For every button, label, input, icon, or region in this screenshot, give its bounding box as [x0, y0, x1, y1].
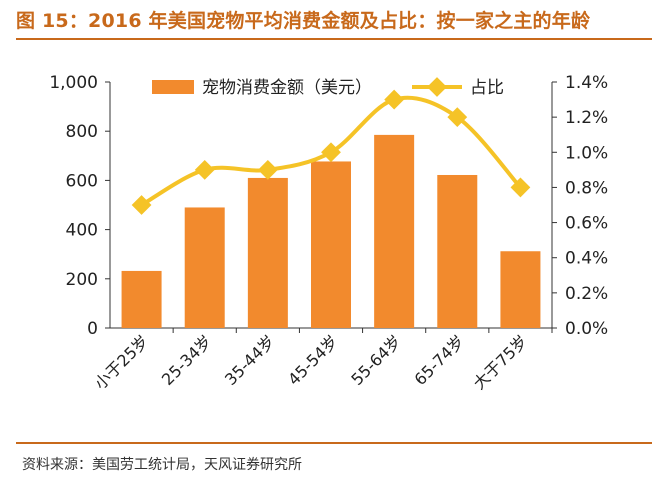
x-tick-label: 45-54岁	[284, 331, 342, 389]
bar	[374, 134, 415, 328]
x-tick-label: 55-64岁	[347, 331, 405, 389]
x-tick-label: 25-34岁	[158, 331, 216, 389]
y-right-tick-label: 0.2%	[565, 284, 608, 304]
line-series	[131, 89, 531, 215]
bar	[500, 251, 541, 328]
x-tick-label: 65-74岁	[410, 331, 468, 389]
bar	[311, 161, 351, 328]
y-left-tick-label: 600	[66, 171, 98, 191]
legend-bar-label: 宠物消费金额（美元）	[202, 78, 372, 98]
y-left-tick-label: 1,000	[49, 73, 98, 93]
x-tick-label: 大于75岁	[469, 331, 531, 393]
y-left-tick-label: 0	[87, 319, 98, 339]
title-divider	[16, 38, 652, 40]
bar	[437, 174, 478, 328]
y-right-tick-label: 1.2%	[565, 108, 608, 128]
bar	[121, 270, 162, 328]
y-right-tick-label: 0.8%	[565, 178, 608, 198]
legend: 宠物消费金额（美元） 占比	[152, 77, 504, 98]
y-right-tick-label: 0.6%	[565, 214, 608, 234]
source-divider	[16, 442, 652, 444]
x-tick-label: 35-44岁	[221, 331, 279, 389]
source-note: 资料来源：美国劳工统计局，天风证券研究所	[22, 457, 302, 473]
y-right-tick-label: 1.4%	[565, 73, 608, 93]
share-point	[447, 107, 468, 128]
figure-title: 图 15：2016 年美国宠物平均消费金额及占比：按一家之主的年龄	[16, 10, 591, 32]
bar	[184, 207, 225, 328]
share-point	[131, 195, 152, 215]
share-point	[321, 142, 341, 163]
x-tick-label: 小于25岁	[91, 331, 153, 393]
share-point	[257, 159, 278, 180]
y-left-tick-label: 800	[66, 122, 98, 142]
y-right-tick-label: 0.0%	[565, 319, 608, 339]
y-left-tick-label: 400	[66, 221, 98, 241]
legend-line-marker	[427, 77, 447, 97]
y-left-tick-label: 200	[66, 270, 98, 290]
legend-bar-swatch	[152, 80, 194, 94]
y-right-tick-label: 1.0%	[565, 143, 608, 163]
bar	[247, 177, 288, 328]
bar-series	[121, 134, 541, 328]
share-point	[194, 159, 215, 180]
y-right-tick-label: 0.4%	[565, 249, 608, 269]
legend-line-label: 占比	[470, 78, 504, 98]
share-point	[384, 89, 405, 110]
